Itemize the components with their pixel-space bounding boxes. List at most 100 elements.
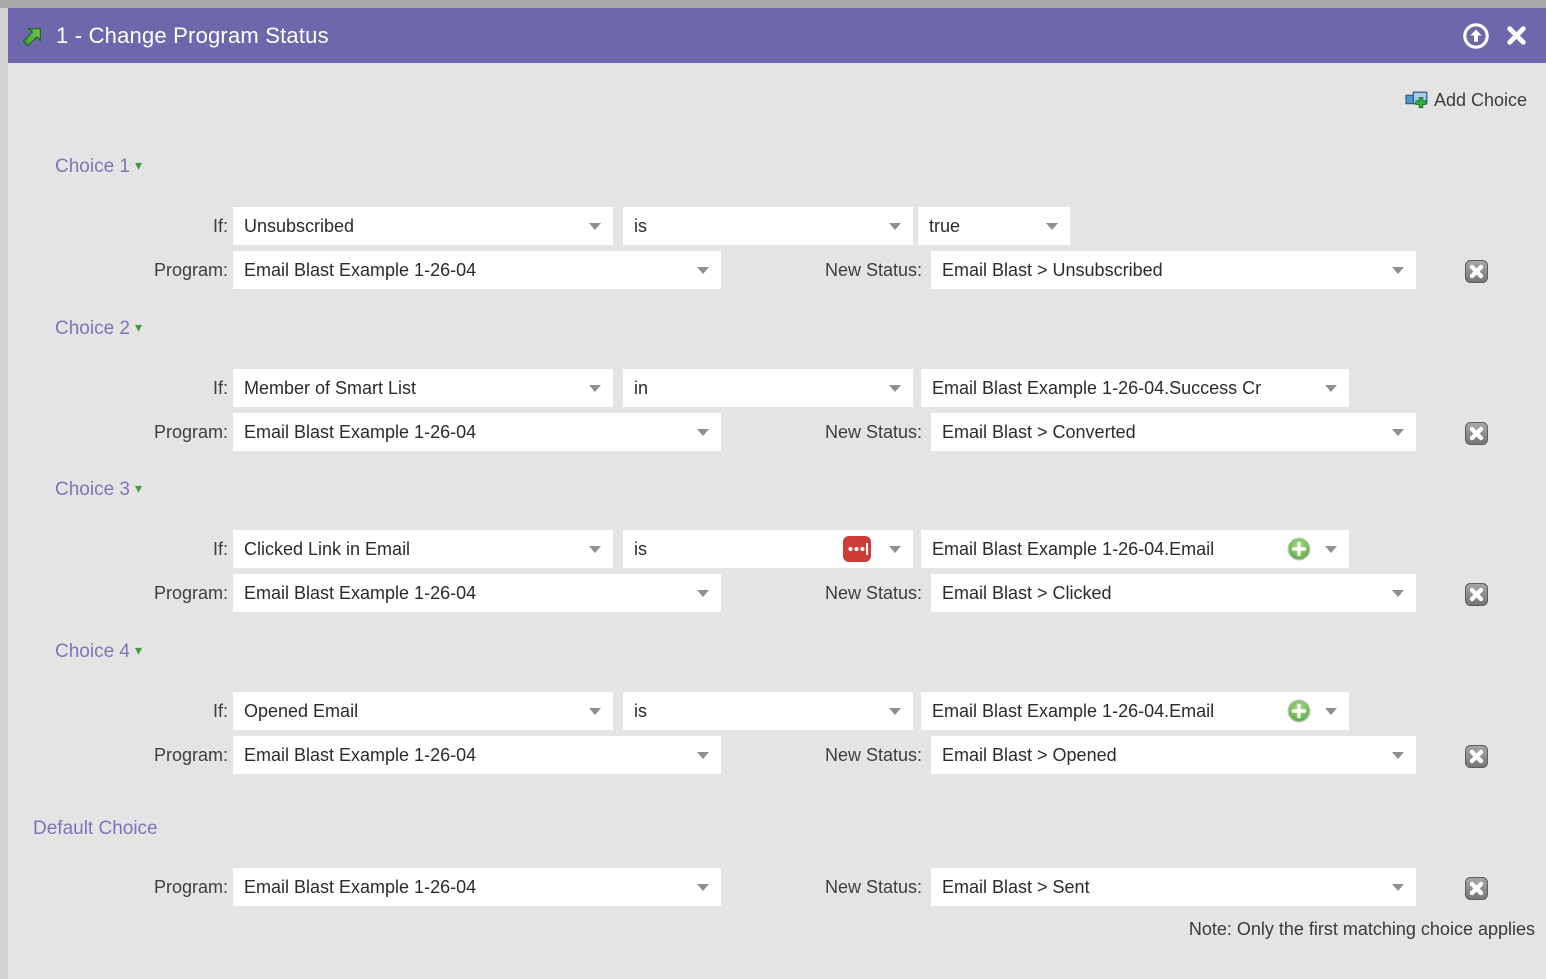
default-program-dropdown[interactable]: Email Blast Example 1-26-04	[233, 868, 721, 906]
choice-3-value-dropdown[interactable]: Email Blast Example 1-26-04.Email	[921, 530, 1349, 568]
dialog-header: 1 - Change Program Status	[8, 8, 1546, 63]
chevron-down-icon	[889, 708, 901, 715]
dropdown-value: Email Blast > Converted	[942, 422, 1136, 442]
chevron-down-icon	[589, 708, 601, 715]
add-choice-label: Add Choice	[1433, 90, 1527, 110]
chevron-down-icon: ▾	[135, 319, 143, 335]
chevron-down-icon	[697, 884, 709, 891]
default-choice-header: Default Choice	[33, 818, 158, 840]
add-choice-icon	[1405, 91, 1428, 109]
collapse-up-icon[interactable]	[1462, 22, 1490, 50]
delete-x-icon	[1465, 583, 1488, 606]
choice-2-value-dropdown[interactable]: Email Blast Example 1-26-04.Success Cr	[921, 369, 1349, 407]
choice-1-label: Choice 1	[55, 156, 130, 177]
window-left-edge	[0, 8, 8, 979]
choice-1-value-dropdown[interactable]: true	[918, 207, 1070, 245]
delete-x-icon	[1465, 745, 1488, 768]
new-status-label: New Status:	[824, 877, 922, 897]
default-delete-button[interactable]	[1465, 877, 1488, 900]
delete-x-icon	[1465, 877, 1488, 900]
flow-step-arrow-icon	[20, 23, 46, 49]
new-status-label: New Status:	[824, 583, 922, 603]
chevron-down-icon: ▾	[135, 480, 143, 496]
choice-4-program-dropdown[interactable]: Email Blast Example 1-26-04	[233, 736, 721, 774]
chevron-down-icon	[889, 546, 901, 553]
if-label: If:	[212, 701, 228, 721]
choice-2-header[interactable]: Choice 2 ▾	[55, 318, 142, 340]
dropdown-value: is	[634, 701, 647, 721]
chevron-down-icon	[1392, 884, 1404, 891]
choice-2-delete-button[interactable]	[1465, 422, 1488, 445]
new-status-label: New Status:	[824, 745, 922, 765]
choice-2-program-dropdown[interactable]: Email Blast Example 1-26-04	[233, 413, 721, 451]
dropdown-value: true	[929, 216, 961, 236]
dropdown-value: Email Blast Example 1-26-04.Email	[932, 701, 1215, 721]
chevron-down-icon	[589, 223, 601, 230]
choice-3-header[interactable]: Choice 3 ▾	[55, 479, 142, 501]
choice-4-operator-dropdown[interactable]: is	[623, 692, 913, 730]
dropdown-value: Email Blast Example 1-26-04	[244, 260, 477, 280]
add-value-icon[interactable]	[1287, 537, 1311, 561]
dropdown-value: Email Blast Example 1-26-04	[244, 745, 477, 765]
choice-3-delete-button[interactable]	[1465, 583, 1488, 606]
chevron-down-icon	[1392, 267, 1404, 274]
chevron-down-icon	[589, 546, 601, 553]
close-icon[interactable]	[1505, 24, 1528, 47]
choice-4-value-dropdown[interactable]: Email Blast Example 1-26-04.Email	[921, 692, 1349, 730]
dropdown-value: Email Blast Example 1-26-04.Email	[932, 539, 1215, 559]
window-top-edge	[0, 0, 1546, 8]
choice-1-operator-dropdown[interactable]: is	[623, 207, 913, 245]
choice-2-new-status-dropdown[interactable]: Email Blast > Converted	[931, 413, 1416, 451]
program-label: Program:	[153, 745, 228, 765]
text-entry-icon[interactable]	[843, 536, 871, 562]
choice-1-delete-button[interactable]	[1465, 260, 1488, 283]
chevron-down-icon	[697, 267, 709, 274]
if-label: If:	[212, 216, 228, 236]
dropdown-value: Email Blast Example 1-26-04	[244, 583, 477, 603]
dropdown-value: is	[634, 216, 647, 236]
choice-3-new-status-dropdown[interactable]: Email Blast > Clicked	[931, 574, 1416, 612]
choice-1-program-dropdown[interactable]: Email Blast Example 1-26-04	[233, 251, 721, 289]
chevron-down-icon	[589, 385, 601, 392]
dropdown-value: Email Blast > Clicked	[942, 583, 1112, 603]
add-choice-button[interactable]: Add Choice	[1405, 87, 1527, 114]
choice-2-label: Choice 2	[55, 318, 130, 339]
dropdown-value: Member of Smart List	[244, 378, 417, 398]
new-status-label: New Status:	[824, 422, 922, 442]
dropdown-value: Email Blast > Unsubscribed	[942, 260, 1163, 280]
add-value-icon[interactable]	[1287, 699, 1311, 723]
choice-3-program-dropdown[interactable]: Email Blast Example 1-26-04	[233, 574, 721, 612]
dropdown-value: Email Blast > Opened	[942, 745, 1117, 765]
dropdown-value: Clicked Link in Email	[244, 539, 411, 559]
program-label: Program:	[153, 583, 228, 603]
choice-4-delete-button[interactable]	[1465, 745, 1488, 768]
chevron-down-icon	[889, 385, 901, 392]
chevron-down-icon	[1392, 429, 1404, 436]
program-label: Program:	[153, 260, 228, 280]
chevron-down-icon	[697, 752, 709, 759]
default-new-status-dropdown[interactable]: Email Blast > Sent	[931, 868, 1416, 906]
chevron-down-icon	[1325, 385, 1337, 392]
chevron-down-icon	[1325, 546, 1337, 553]
choice-4-new-status-dropdown[interactable]: Email Blast > Opened	[931, 736, 1416, 774]
chevron-down-icon	[1325, 708, 1337, 715]
choice-3-operator-dropdown[interactable]: is	[623, 530, 913, 568]
choice-4-header[interactable]: Choice 4 ▾	[55, 641, 142, 663]
choice-1-header[interactable]: Choice 1 ▾	[55, 156, 142, 178]
choice-3-if-dropdown[interactable]: Clicked Link in Email	[233, 530, 613, 568]
choice-4-if-dropdown[interactable]: Opened Email	[233, 692, 613, 730]
choice-1-new-status-dropdown[interactable]: Email Blast > Unsubscribed	[931, 251, 1416, 289]
new-status-label: New Status:	[824, 260, 922, 280]
choice-3-label: Choice 3	[55, 479, 130, 500]
if-label: If:	[212, 378, 228, 398]
if-label: If:	[212, 539, 228, 559]
chevron-down-icon	[1392, 590, 1404, 597]
dropdown-value: Opened Email	[244, 701, 359, 721]
dropdown-value: in	[634, 378, 649, 398]
choice-2-if-dropdown[interactable]: Member of Smart List	[233, 369, 613, 407]
delete-x-icon	[1465, 260, 1488, 283]
choice-2-operator-dropdown[interactable]: in	[623, 369, 913, 407]
program-label: Program:	[153, 422, 228, 442]
chevron-down-icon: ▾	[135, 157, 143, 173]
choice-1-if-dropdown[interactable]: Unsubscribed	[233, 207, 613, 245]
